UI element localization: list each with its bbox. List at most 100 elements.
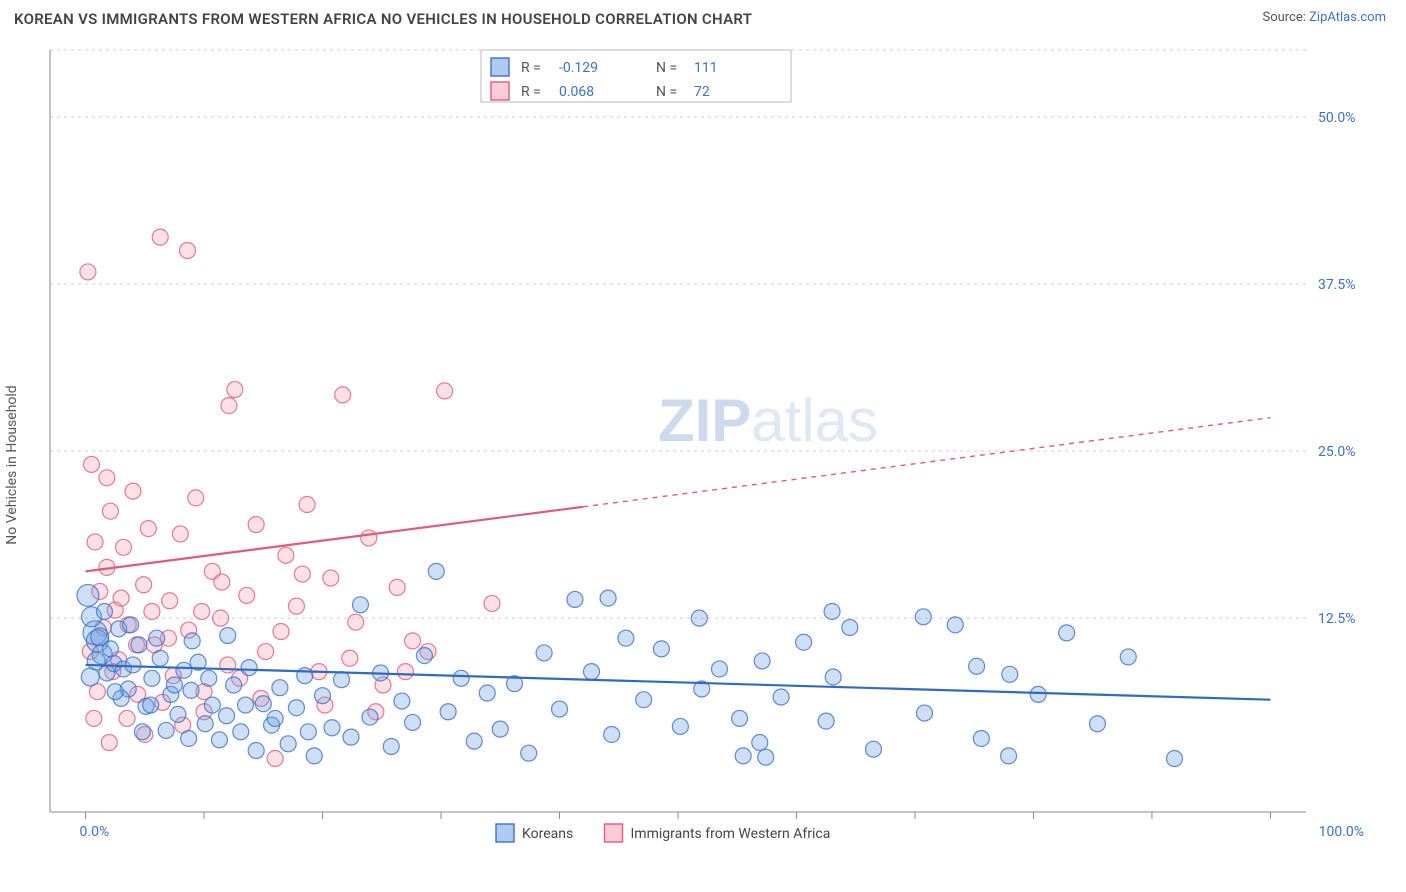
data-point [732,710,748,726]
data-point [248,517,264,533]
data-point [1089,716,1105,732]
data-point [166,677,182,693]
data-point [280,736,296,752]
data-point [107,684,123,700]
data-point [162,593,178,609]
data-point [144,603,160,619]
chart-container: No Vehicles in Household 12.5%25.0%37.5%… [36,42,1390,872]
data-point [170,706,186,722]
x-tick-label: 100.0% [1319,824,1364,840]
y-tick-label: 37.5% [1318,277,1356,293]
data-point [466,733,482,749]
legend-r-value: 0.068 [559,84,594,100]
source-link[interactable]: ZipAtlas.com [1309,10,1386,25]
data-point [201,670,217,686]
data-point [636,692,652,708]
data-point [297,668,313,684]
data-point [176,662,192,678]
data-point [239,587,255,603]
data-point [342,650,358,666]
data-point [158,722,174,738]
data-point [484,595,500,611]
data-point [220,657,236,673]
data-point [101,734,117,750]
data-point [437,383,453,399]
data-point [214,574,230,590]
x-tick-label: 0.0% [80,824,110,840]
data-point [361,530,377,546]
data-point [915,609,931,625]
data-point [773,689,789,705]
source-prefix: Source: [1262,10,1309,25]
legend-r-value: -0.129 [559,60,598,76]
data-point [241,660,257,676]
data-point [521,745,537,761]
watermark: ZIPatlas [658,387,878,454]
data-point [136,577,152,593]
y-tick-label: 12.5% [1318,611,1356,627]
data-point [389,579,405,595]
data-point [144,670,160,686]
data-point [973,730,989,746]
legend-swatch [605,824,623,842]
data-point [99,470,115,486]
data-point [969,658,985,674]
data-point [866,741,882,757]
data-point [428,563,444,579]
data-point [1120,649,1136,665]
trend-line-wafrica [86,507,584,572]
data-point [233,724,249,740]
data-point [248,743,264,759]
data-point [86,710,102,726]
data-point [197,716,213,732]
data-point [83,456,99,472]
data-point [383,738,399,754]
scatter-chart: 12.5%25.0%37.5%50.0%0.0%100.0%ZIPatlasR … [36,42,1390,872]
data-point [567,591,583,607]
data-point [752,734,768,750]
data-point [134,724,150,740]
data-point [492,721,508,737]
data-point [172,526,188,542]
data-point [300,724,316,740]
data-point [125,657,141,673]
data-point [324,720,340,736]
data-point [194,603,210,619]
data-point [440,704,456,720]
data-point [1002,666,1018,682]
data-point [394,693,410,709]
data-point [453,670,469,686]
data-point [204,697,220,713]
data-point [735,748,751,764]
data-point [947,617,963,633]
data-point [397,664,413,680]
data-point [653,641,669,657]
data-point [272,680,288,696]
source-attribution: Source: ZipAtlas.com [1262,10,1386,25]
data-point [188,490,204,506]
data-point [306,748,322,764]
data-point [600,590,616,606]
data-point [348,614,364,630]
data-point [824,603,840,619]
data-point [754,653,770,669]
data-point [315,688,331,704]
data-point [273,624,289,640]
data-point [97,603,113,619]
data-point [362,709,378,725]
data-point [213,610,229,626]
data-point [179,243,195,259]
data-point [140,521,156,537]
data-point [842,620,858,636]
data-point [80,264,96,280]
data-point [479,685,495,701]
y-axis-label: No Vehicles in Household [4,385,20,544]
data-point [294,566,310,582]
data-point [152,229,168,245]
data-point [1001,748,1017,764]
data-point [711,661,727,677]
data-point [77,584,99,606]
data-point [184,633,200,649]
data-point [113,590,129,606]
data-point [825,669,841,685]
